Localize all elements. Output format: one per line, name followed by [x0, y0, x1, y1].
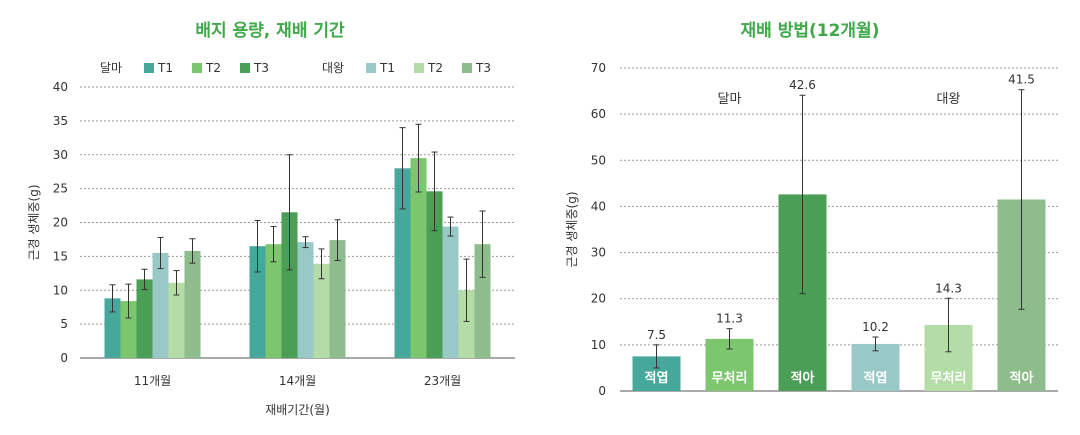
- y-tick-label: 40: [591, 199, 606, 213]
- bar: [281, 212, 298, 358]
- x-tick-label: 14개월: [279, 374, 316, 388]
- x-axis-label: 재배기간(월): [265, 403, 330, 417]
- bar: [313, 263, 330, 358]
- data-label: 14.3: [935, 281, 962, 295]
- y-tick-label: 35: [53, 114, 68, 128]
- bar: [297, 242, 314, 358]
- bar-category-label: 무처리: [931, 370, 967, 386]
- bar: [249, 246, 266, 358]
- bar: [136, 279, 153, 358]
- chart-title: 재배 방법(12개월): [740, 21, 880, 41]
- legend-swatch: [462, 63, 472, 73]
- y-tick-label: 20: [591, 292, 606, 306]
- legend-label: T1: [379, 61, 395, 75]
- y-tick-label: 5: [60, 317, 68, 331]
- y-tick-label: 30: [591, 246, 606, 260]
- data-label: 10.2: [862, 320, 889, 334]
- bar: [104, 298, 121, 358]
- group-annotation: 달마: [718, 92, 742, 107]
- y-tick-label: 0: [60, 351, 68, 365]
- y-tick-label: 60: [591, 107, 606, 121]
- x-tick-label: 11개월: [134, 374, 171, 388]
- legend-swatch: [240, 63, 250, 73]
- bar: [410, 158, 427, 358]
- bar: [426, 191, 443, 358]
- legend-label: T3: [253, 61, 269, 75]
- bar: [265, 244, 282, 358]
- y-tick-label: 10: [53, 283, 68, 297]
- y-axis-label: 근경 생체중(g): [565, 192, 579, 268]
- bar: [474, 244, 491, 358]
- legend-swatch: [144, 63, 154, 73]
- bar: [442, 226, 459, 358]
- y-tick-label: 25: [53, 182, 68, 196]
- data-label: 11.3: [716, 312, 743, 326]
- legend-label: T1: [157, 61, 173, 75]
- y-tick-label: 20: [53, 216, 68, 230]
- y-tick-label: 50: [591, 153, 606, 167]
- data-label: 41.5: [1008, 73, 1035, 87]
- legend-swatch: [414, 63, 424, 73]
- legend-swatch: [192, 63, 202, 73]
- bar-category-label: 적아: [791, 370, 815, 386]
- chart-canvas: 0 10 20 30 40 50 60 70 7.5 적엽 11.3 무처리 42.6 적아 10.2 적엽 1…: [565, 61, 1058, 398]
- legend-label: T2: [205, 61, 221, 75]
- bar: [329, 240, 346, 358]
- bar: [120, 301, 137, 358]
- bar-category-label: 적엽: [645, 370, 669, 386]
- chart-cultivation-method: 재배 방법(12개월) 0 10 20 30 40 50 60 70 7.5 적엽 11.3 무처리 4…: [540, 0, 1080, 431]
- legend-label: T2: [427, 61, 443, 75]
- bar-category-label: 적엽: [864, 370, 888, 386]
- y-tick-label: 30: [53, 148, 68, 162]
- data-label: 7.5: [647, 328, 666, 342]
- bar: [851, 343, 900, 391]
- bar: [184, 250, 201, 358]
- bar-category-label: 무처리: [712, 370, 748, 386]
- y-tick-label: 15: [53, 249, 68, 263]
- legend-group-label: 대왕: [322, 61, 344, 75]
- y-tick-label: 70: [591, 61, 606, 75]
- data-label: 42.6: [789, 78, 816, 92]
- legend-swatch: [366, 63, 376, 73]
- y-axis-label: 근경 생체중(g): [27, 185, 41, 261]
- y-tick-label: 0: [598, 384, 606, 398]
- chart-title: 배지 용량, 재배 기간: [195, 21, 345, 41]
- legend-label: T3: [475, 61, 491, 75]
- x-tick-label: 23개월: [424, 374, 461, 388]
- bar-category-label: 적아: [1010, 370, 1034, 386]
- legend-group-label: 달마: [100, 61, 122, 75]
- bar: [394, 168, 411, 358]
- group-annotation: 대왕: [937, 92, 961, 107]
- y-tick-label: 10: [591, 338, 606, 352]
- bar: [458, 290, 475, 358]
- y-tick-label: 40: [53, 80, 68, 94]
- chart-cultivation-period: 배지 용량, 재배 기간 0 5 10 15 20 25 30 35 40 11개월 14개월 23개…: [0, 0, 540, 431]
- bar: [168, 282, 185, 358]
- bar: [152, 252, 169, 358]
